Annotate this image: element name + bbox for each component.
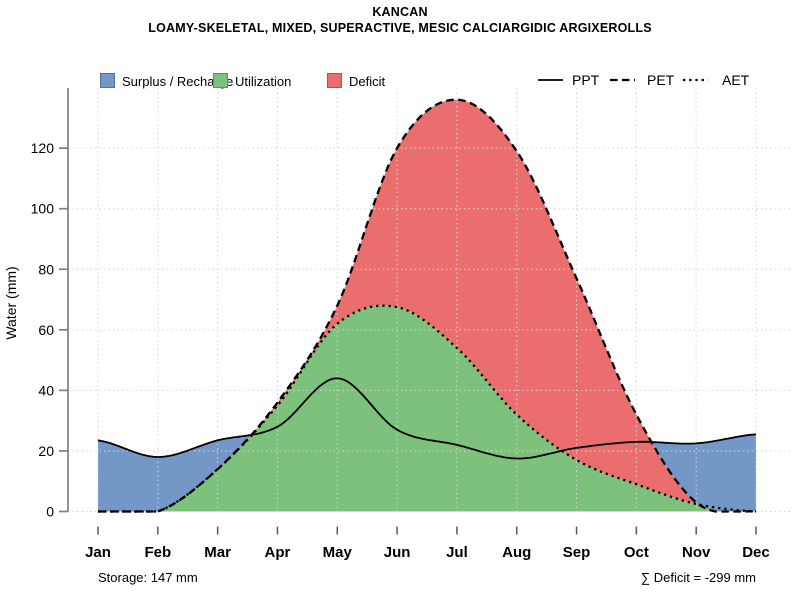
- x-tick-label: Jun: [384, 544, 411, 561]
- deficit-sum-annotation: ∑ Deficit = -299 mm: [640, 570, 756, 585]
- chart-title: KANCAN: [372, 5, 428, 19]
- x-tick-label: Apr: [265, 544, 291, 561]
- utilization-legend-label: Utilization: [235, 74, 292, 89]
- aet-legend-label: AET: [722, 72, 750, 88]
- x-tick-label: Mar: [204, 544, 231, 561]
- x-tick-label: Feb: [144, 544, 171, 561]
- surplus-legend-label: Surplus / Recharge: [122, 74, 234, 89]
- y-tick-label: 60: [38, 322, 54, 338]
- surplus-area: [98, 434, 756, 512]
- pet-legend-label: PET: [647, 72, 675, 88]
- deficit-swatch: [327, 73, 342, 88]
- y-tick-label: 40: [38, 382, 54, 398]
- x-tick-label: Nov: [682, 544, 711, 561]
- deficit-legend-label: Deficit: [349, 74, 386, 89]
- surplus-swatch: [100, 73, 115, 88]
- chart-subtitle: LOAMY-SKELETAL, MIXED, SUPERACTIVE, MESI…: [148, 21, 652, 35]
- pet-line: [98, 98, 757, 513]
- deficit-area: [98, 99, 756, 512]
- x-tick-label: Jul: [446, 544, 468, 561]
- pet-line-sample: [610, 78, 635, 82]
- x-tick-label: Oct: [624, 544, 649, 561]
- y-tick-label: 0: [46, 504, 54, 520]
- x-tick-label: Sep: [563, 544, 591, 561]
- y-axis-title: Water (mm): [3, 266, 19, 339]
- utilization-area: [98, 305, 756, 512]
- ppt-line-sample: [538, 79, 563, 81]
- x-tick-label: Dec: [742, 544, 770, 561]
- storage-annotation: Storage: 147 mm: [98, 570, 198, 585]
- aet-line-sample: [683, 78, 708, 82]
- ppt-legend-label: PPT: [572, 72, 600, 88]
- y-tick-label: 120: [31, 140, 55, 156]
- x-tick-label: Aug: [502, 544, 531, 561]
- utilization-swatch: [213, 73, 228, 88]
- x-tick-label: Jan: [85, 544, 111, 561]
- ppt-line: [97, 377, 757, 460]
- legend: Surplus / Recharge Utilization Deficit P…: [0, 68, 800, 90]
- y-tick-label: 100: [31, 201, 55, 217]
- y-tick-label: 20: [38, 443, 54, 459]
- y-tick-label: 80: [38, 261, 54, 277]
- x-tick-label: May: [323, 544, 353, 561]
